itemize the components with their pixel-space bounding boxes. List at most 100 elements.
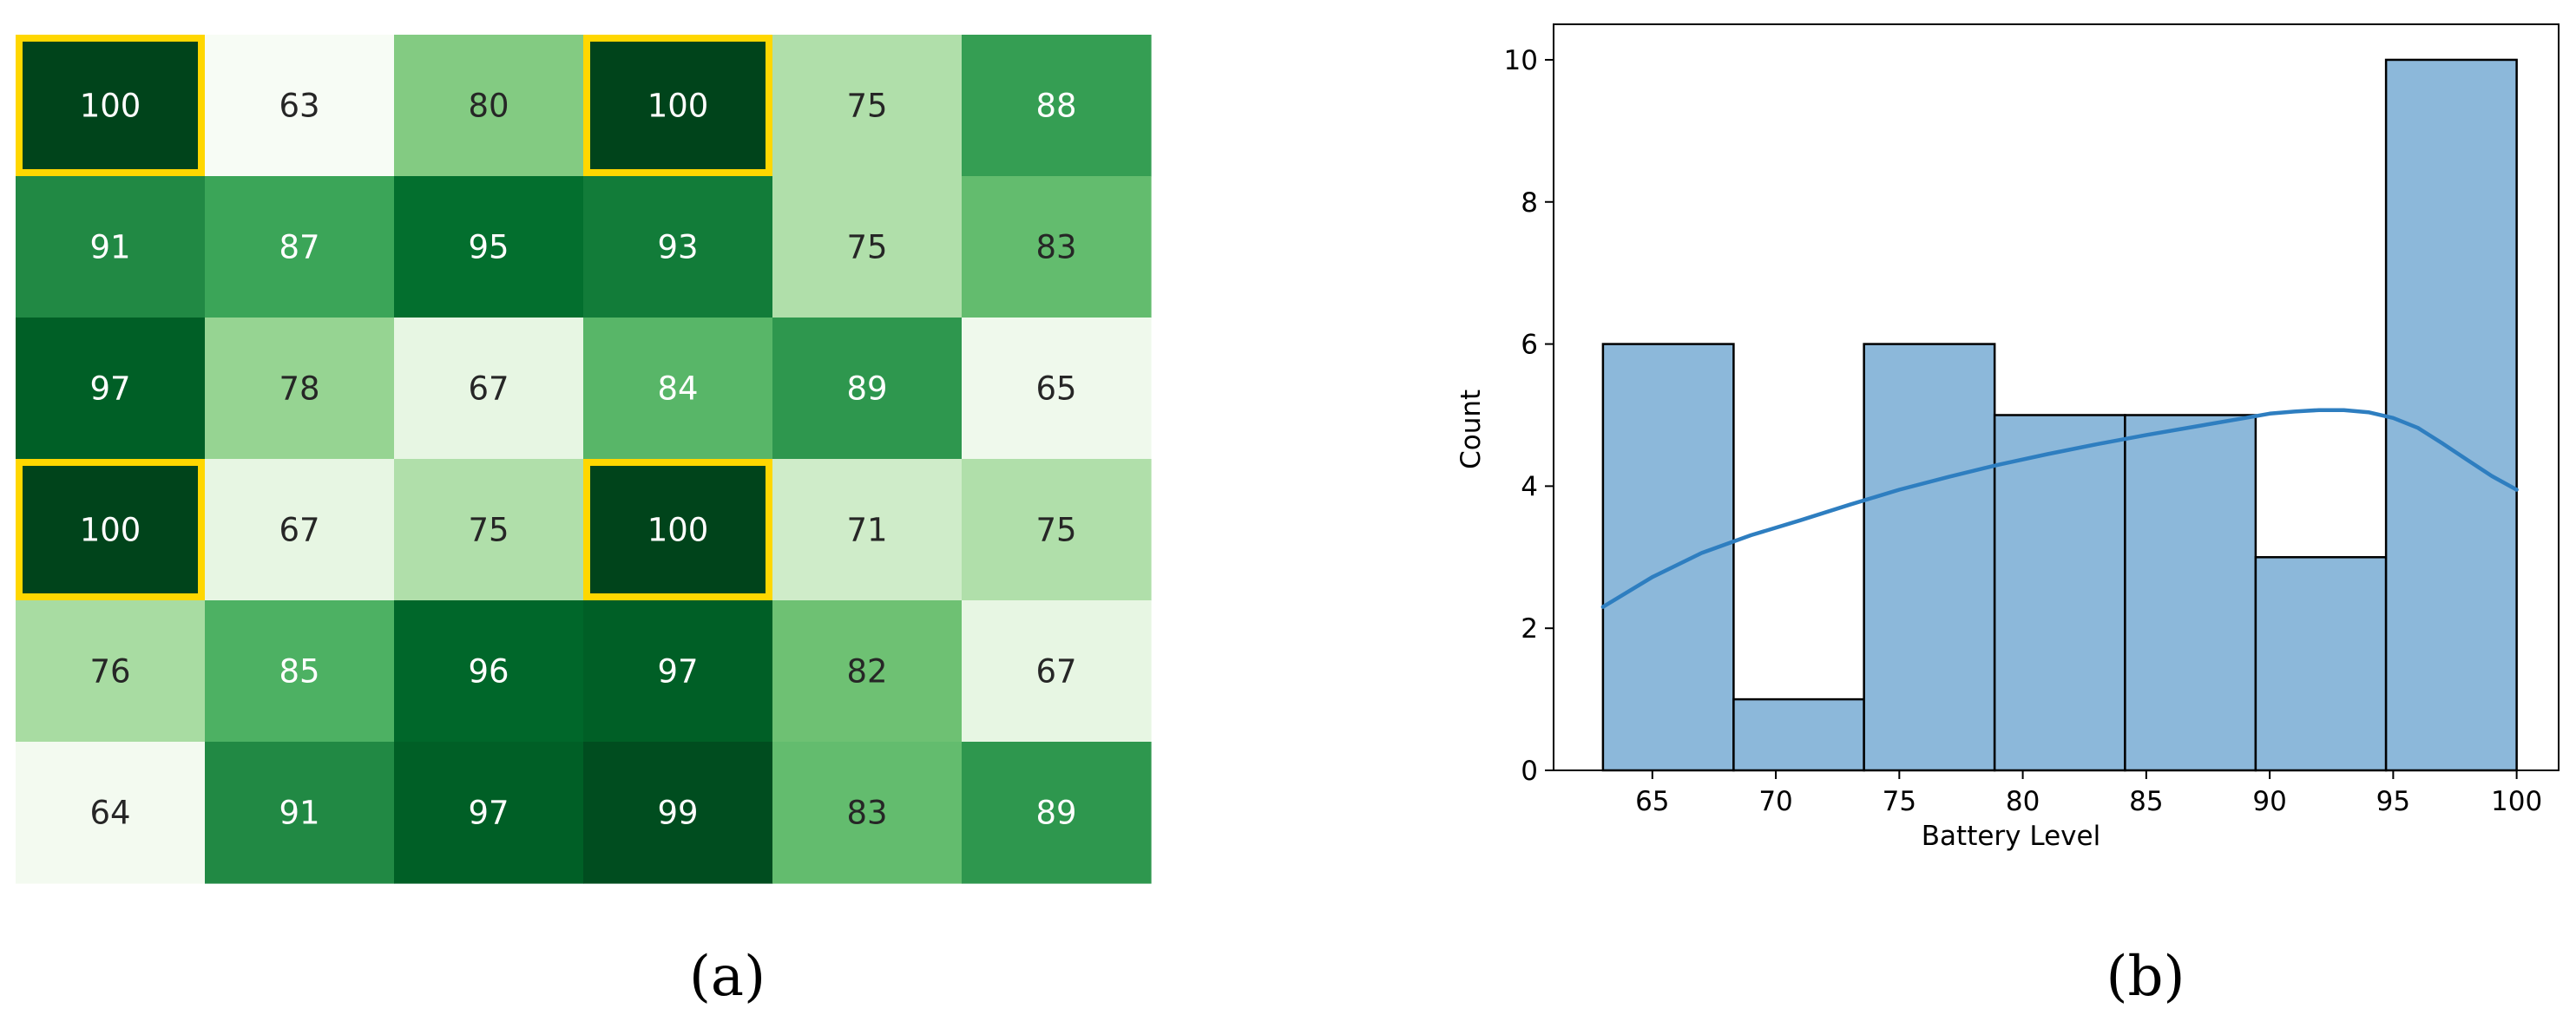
heatmap-cell-value: 87 [279,229,319,266]
y-tick-label: 8 [1521,187,1538,219]
heatmap-cell-value: 100 [647,88,709,125]
heatmap-cell-value: 97 [89,370,130,408]
heatmap-cell [16,742,206,884]
heatmap-cell [205,176,395,318]
heatmap-cell [583,742,773,884]
heatmap-cell-value: 88 [1035,88,1076,125]
y-axis-label: Count [1456,390,1487,469]
heatmap-cell [16,600,206,743]
y-tick-label: 0 [1521,756,1538,787]
heatmap-cell [205,35,395,177]
heatmap-cell [962,459,1152,601]
heatmap-cell-value: 75 [846,88,887,125]
heatmap-cell [16,35,206,177]
x-tick-label: 90 [2252,786,2286,817]
highlight-box [16,35,205,176]
x-tick-label: 100 [2491,786,2542,817]
heatmap-cell-value: 95 [468,229,509,266]
heatmap-cell [205,742,395,884]
heatmap-cell-value: 93 [657,229,698,266]
histogram-panel: 65 70 75 80 85 90 95 100 0 2 4 6 8 10 Battery Level Cou… [1456,23,2560,852]
heatmap-cell [205,459,395,601]
heatmap-cell [962,318,1152,460]
heatmap-cell-value: 91 [279,795,319,832]
heatmap-cell [16,318,206,460]
heatmap-cell-value: 100 [647,512,709,549]
heatmap-cell-value: 67 [279,512,319,549]
heatmap-cell-value: 80 [468,88,509,125]
x-tick-label: 75 [1883,786,1916,817]
heatmap-cell [772,176,963,318]
heatmap-cell-value: 85 [279,653,319,691]
heatmap-cell-value: 91 [89,229,130,266]
heatmap-cell [583,459,773,601]
heatmap-cell-value: 75 [468,512,509,549]
heatmap-cell-value: 63 [279,88,319,125]
highlight-box [583,35,772,176]
heatmap-cell [583,176,773,318]
heatmap-cell [394,459,584,601]
heatmap-panel: 100 63 80 100 75 88 91 87 95 93 75 83 97 78 67 84 89 65 10… [16,35,1152,884]
heatmap-cell [16,459,206,601]
histogram-bar [2124,414,2257,772]
x-tick-label: 80 [2006,786,2040,817]
highlight-box [16,459,205,600]
histogram-bar [2384,58,2518,772]
x-tick-label: 65 [1635,786,1669,817]
heatmap-cell [16,176,206,318]
heatmap-cell [962,35,1152,177]
heatmap-cell-value: 83 [846,795,887,832]
x-tick-label: 70 [1758,786,1792,817]
histogram-bar [1863,343,1996,772]
heatmap-cell-value: 75 [1035,512,1076,549]
heatmap-cell [394,318,584,460]
heatmap-cell [394,742,584,884]
highlight-box [583,459,772,600]
x-tick-label: 85 [2129,786,2163,817]
x-axis-label: Battery Level [1922,821,2100,852]
heatmap-cell [772,318,963,460]
heatmap-cell [772,742,963,884]
heatmap-cell [583,600,773,743]
heatmap-cell-value: 99 [657,795,698,832]
heatmap-cell-value: 78 [279,370,319,408]
heatmap-cell-value: 100 [80,512,141,549]
heatmap-cell-value: 75 [846,229,887,266]
y-tick-label: 2 [1521,613,1538,645]
heatmap-cell-value: 96 [468,653,509,691]
histogram-bar [1732,697,1865,772]
heatmap-cell-value: 76 [89,653,130,691]
heatmap-cell [962,600,1152,743]
heatmap-cell-value: 71 [846,512,887,549]
x-tick-label: 95 [2376,786,2410,817]
heatmap-cell-value: 100 [80,88,141,125]
panel-label-a: (a) [689,945,766,1009]
heatmap-cell-value: 64 [89,795,130,832]
heatmap-cell-value: 89 [1035,795,1076,832]
heatmap-cell-value: 84 [657,370,698,408]
heatmap-cell [583,35,773,177]
y-tick-label: 6 [1521,330,1538,361]
histogram-bar [1601,343,1735,772]
heatmap-cell [205,318,395,460]
heatmap-cell [772,600,963,743]
heatmap-cell-value: 83 [1035,229,1076,266]
heatmap-cell [205,600,395,743]
heatmap-cell-value: 97 [657,653,698,691]
heatmap-cell [583,318,773,460]
panel-label-b: (b) [2106,945,2185,1009]
heatmap-cell-value: 67 [468,370,509,408]
heatmap-cell-value: 89 [846,370,887,408]
heatmap-cell [962,176,1152,318]
heatmap-cell [772,459,963,601]
histogram-bar [2254,556,2388,772]
kde-line [1600,408,2519,609]
heatmap-cell [772,35,963,177]
histogram-bar [1993,414,2126,772]
heatmap-cell-value: 65 [1035,370,1076,408]
heatmap-cell [394,176,584,318]
heatmap-cell [394,35,584,177]
y-tick-label: 10 [1504,45,1538,76]
heatmap-cell-value: 97 [468,795,509,832]
